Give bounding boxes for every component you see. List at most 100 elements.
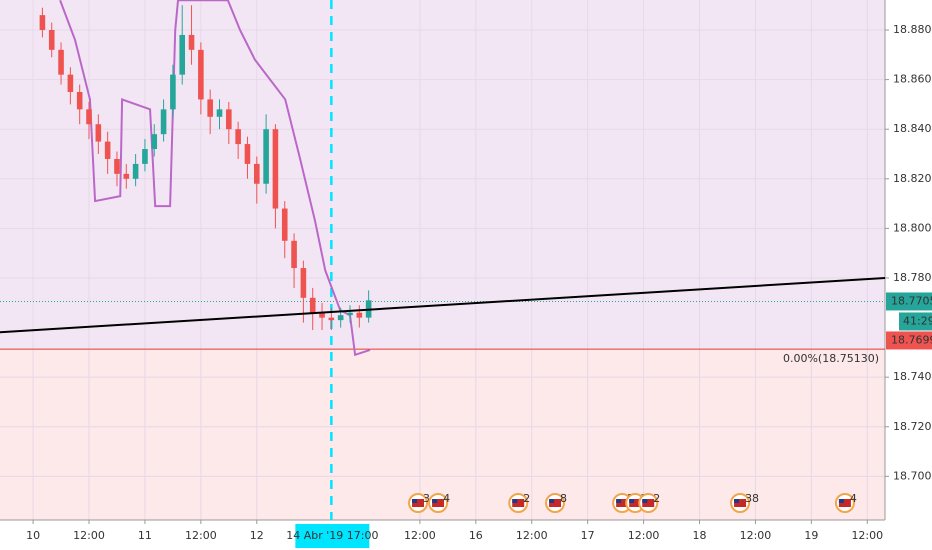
event-label: 2: [653, 492, 660, 505]
candle-body: [114, 158, 120, 174]
x-tick-label: 12:00: [516, 529, 548, 542]
y-tick-label: 18.86000: [893, 73, 932, 86]
event-flag: [412, 499, 418, 503]
candle-body: [67, 74, 74, 92]
y-tick-label: 18.78000: [893, 271, 932, 284]
candle-body: [216, 109, 223, 117]
candle-body: [86, 109, 92, 125]
candle-body: [170, 74, 176, 110]
candle-body: [300, 268, 307, 298]
x-tick-label: 17: [581, 529, 595, 542]
y-tick-label: 18.74000: [893, 370, 932, 383]
candle-body: [179, 34, 186, 75]
crosshair-tag: [295, 524, 370, 548]
candle-body: [207, 99, 213, 117]
event-flag: [432, 499, 438, 503]
event-flag: [629, 499, 642, 507]
event-flag: [838, 499, 851, 507]
candle-body: [76, 91, 83, 110]
event-flag: [512, 499, 518, 503]
y-tick-label: 18.88000: [893, 23, 932, 36]
candle-body: [58, 49, 64, 75]
x-tick-label: 12:00: [851, 529, 883, 542]
candle-body: [235, 129, 241, 145]
x-tick-label: 12:00: [628, 529, 660, 542]
candle-body: [151, 134, 158, 150]
x-tick-label: 16: [469, 529, 483, 542]
x-tick-label: 12:00: [740, 529, 772, 542]
x-tick-label: 12: [250, 529, 264, 542]
fib-label: 0.00%(18.75130): [783, 352, 879, 365]
x-tick-label: 19: [804, 529, 818, 542]
event-icon: 2: [638, 492, 660, 513]
event-flag: [549, 499, 555, 503]
y-tick-label: 18.72000: [893, 420, 932, 433]
x-tick-label: 12:00: [404, 529, 436, 542]
candle-body: [309, 297, 316, 313]
candle-body: [95, 124, 102, 142]
event-icon: 2: [508, 492, 530, 513]
candle-body: [142, 149, 148, 164]
last-price-tag: [886, 292, 932, 311]
event-flag: [616, 499, 622, 503]
bid-tag: [886, 331, 932, 350]
overlay-line: [0, 276, 886, 334]
candle-body: [347, 312, 353, 316]
event-label: 2: [523, 492, 530, 505]
x-tick-label: 12:00: [73, 529, 105, 542]
candle-body: [198, 49, 204, 100]
candle-body: [132, 163, 139, 179]
candle-body: [263, 129, 269, 184]
y-tick-label: 18.82000: [893, 172, 932, 185]
event-icon: 3: [408, 492, 430, 513]
overlay-line: [59, 0, 371, 357]
countdown-label: 41:29: [903, 314, 932, 327]
bid-label: 18.7699: [891, 333, 932, 346]
event-label: 38: [745, 492, 759, 505]
event-label: 4: [443, 492, 450, 505]
y-tick-label: 18.70000: [893, 469, 932, 482]
candle-body: [39, 15, 46, 31]
y-tick-label: 18.80000: [893, 221, 932, 234]
x-tick-label: 11: [138, 529, 152, 542]
event-flag: [412, 499, 425, 507]
candle-body: [337, 315, 344, 321]
candle-body: [160, 109, 167, 135]
x-tick-label: 12:00: [185, 529, 217, 542]
y-tick-label: 18.84000: [893, 122, 932, 135]
event-icon: 4: [834, 492, 857, 513]
candle-body: [188, 34, 195, 50]
candle-body: [48, 30, 55, 50]
event-flag: [616, 499, 629, 507]
candle-body: [123, 173, 130, 179]
event-label: 8: [560, 492, 567, 505]
candle-body: [319, 312, 325, 318]
candle-body: [104, 141, 111, 159]
candle-body: [281, 208, 288, 241]
event-label: 4: [850, 492, 857, 505]
candle-body: [291, 240, 297, 269]
candle-body: [272, 129, 279, 209]
event-flag: [549, 499, 562, 507]
candle-body: [226, 109, 232, 130]
event-flag: [838, 499, 844, 503]
event-label: 3: [423, 492, 430, 505]
candle-body: [253, 163, 260, 184]
event-flag: [734, 499, 747, 507]
countdown-tag: [899, 312, 932, 331]
event-flag: [642, 499, 648, 503]
last-price-label: 18.77053: [891, 294, 932, 307]
event-flag: [432, 499, 445, 507]
candle-body: [328, 317, 335, 321]
x-tick-label: 18: [693, 529, 707, 542]
event-icon: 4: [428, 492, 450, 513]
candle-body: [244, 144, 251, 164]
candle-body: [356, 312, 363, 318]
event-flag: [512, 499, 525, 507]
event-flag: [642, 499, 655, 507]
x-tick-label: 10: [26, 529, 40, 542]
upper-zone: [0, 0, 885, 350]
event-flag: [734, 499, 740, 503]
